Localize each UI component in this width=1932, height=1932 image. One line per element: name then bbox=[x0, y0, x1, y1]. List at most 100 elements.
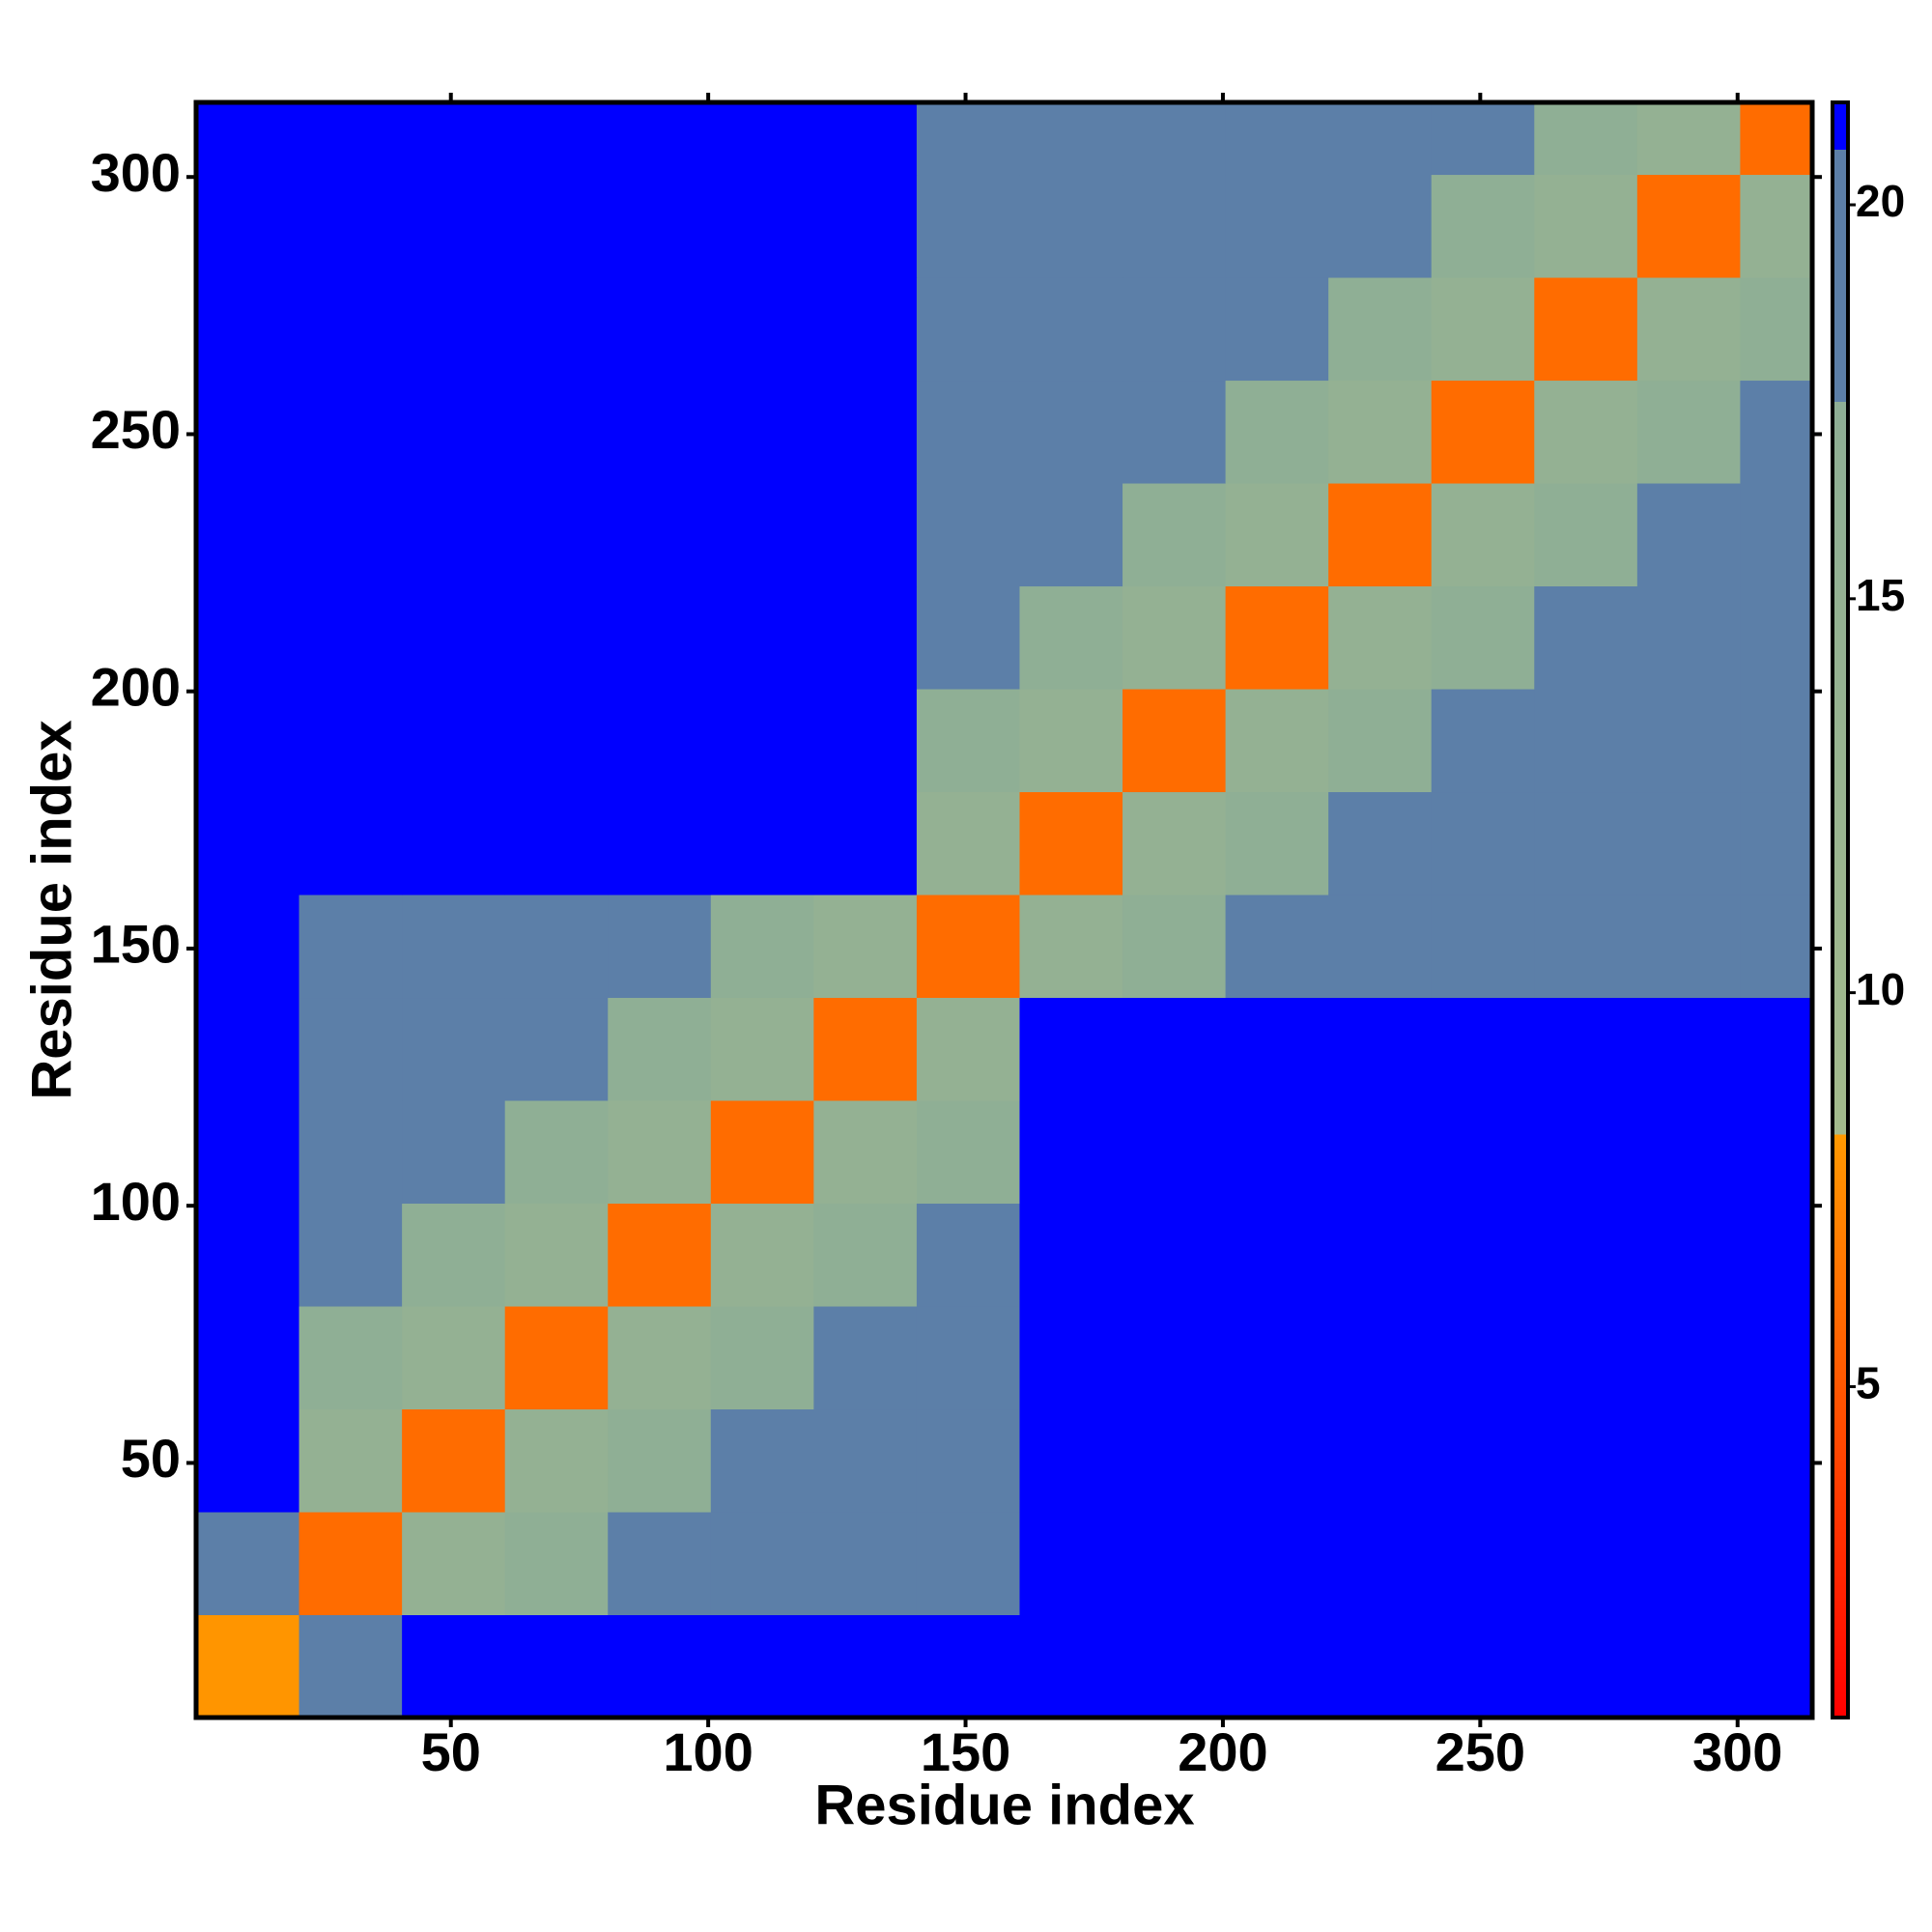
colorbar-tick-label: 20 bbox=[1856, 176, 1905, 226]
heatmap-cell bbox=[1019, 895, 1123, 999]
heatmap-cell bbox=[813, 1203, 918, 1307]
heatmap-cell bbox=[608, 1100, 712, 1205]
heatmap-cell bbox=[1328, 895, 1433, 999]
heatmap-cell bbox=[1019, 380, 1123, 484]
heatmap-cell bbox=[1740, 483, 1813, 587]
heatmap-cell bbox=[298, 102, 403, 176]
heatmap-cell bbox=[1431, 895, 1535, 999]
heatmap-cell bbox=[1740, 1614, 1813, 1719]
heatmap-cell bbox=[1534, 689, 1638, 793]
heatmap-cell bbox=[1328, 1100, 1433, 1205]
heatmap-cell bbox=[298, 1614, 403, 1719]
heatmap-cell bbox=[1122, 380, 1227, 484]
heatmap-cell bbox=[402, 1203, 506, 1307]
heatmap-cell bbox=[1740, 1306, 1813, 1410]
heatmap-cell bbox=[298, 1306, 403, 1410]
heatmap-cell bbox=[1019, 1408, 1123, 1513]
heatmap-cell bbox=[710, 1306, 814, 1410]
heatmap-cell bbox=[402, 102, 506, 176]
heatmap-cell bbox=[504, 102, 609, 176]
heatmap-cell bbox=[298, 380, 403, 484]
heatmap-cell bbox=[1225, 277, 1329, 382]
heatmap-cell bbox=[504, 174, 609, 278]
heatmap-cell bbox=[1225, 483, 1329, 587]
heatmap-cell bbox=[916, 1614, 1020, 1719]
heatmap-cell bbox=[710, 483, 814, 587]
heatmap-cell bbox=[1431, 102, 1535, 176]
heatmap-cell bbox=[504, 277, 609, 382]
heatmap-cell bbox=[298, 1203, 403, 1307]
heatmap-cell bbox=[196, 174, 300, 278]
y-tick-label: 200 bbox=[91, 656, 181, 717]
heatmap-cell bbox=[608, 1306, 712, 1410]
heatmap-cell bbox=[504, 1512, 609, 1616]
heatmap-cell bbox=[813, 102, 918, 176]
heatmap-cell bbox=[1431, 689, 1535, 793]
heatmap-cell bbox=[504, 1306, 609, 1410]
heatmap-cell bbox=[710, 380, 814, 484]
heatmap-cell bbox=[1019, 1306, 1123, 1410]
heatmap-cell bbox=[916, 1100, 1020, 1205]
heatmap-cell bbox=[1534, 380, 1638, 484]
heatmap-cell bbox=[1431, 1100, 1535, 1205]
heatmap-cell bbox=[196, 585, 300, 690]
heatmap-cell bbox=[1534, 1100, 1638, 1205]
heatmap-cell bbox=[1122, 102, 1227, 176]
heatmap-cell bbox=[402, 1614, 506, 1719]
heatmap-cell bbox=[710, 997, 814, 1101]
heatmap-cell bbox=[298, 277, 403, 382]
heatmap-cell bbox=[196, 1203, 300, 1307]
heatmap-cell bbox=[1328, 997, 1433, 1101]
heatmap-cell bbox=[710, 1512, 814, 1616]
heatmap-cell bbox=[298, 483, 403, 587]
heatmap-cell bbox=[1328, 1408, 1433, 1513]
heatmap-cell bbox=[1431, 380, 1535, 484]
x-tick-label: 50 bbox=[421, 1721, 481, 1782]
heatmap-cell bbox=[1431, 174, 1535, 278]
heatmap-cell bbox=[402, 174, 506, 278]
heatmap-cell bbox=[1225, 174, 1329, 278]
heatmap-cell bbox=[298, 1100, 403, 1205]
heatmap-cell bbox=[196, 1306, 300, 1410]
heatmap-cell bbox=[196, 689, 300, 793]
heatmap-cell bbox=[916, 1203, 1020, 1307]
heatmap-cell bbox=[1636, 895, 1741, 999]
heatmap-cell bbox=[813, 1306, 918, 1410]
heatmap-cell bbox=[1534, 102, 1638, 176]
heatmap-cell bbox=[1534, 277, 1638, 382]
heatmap-cell bbox=[1019, 174, 1123, 278]
heatmap-cell bbox=[608, 791, 712, 895]
heatmap-cell bbox=[196, 895, 300, 999]
heatmap-cell bbox=[504, 483, 609, 587]
heatmap-cell bbox=[1019, 483, 1123, 587]
heatmap-cell bbox=[710, 689, 814, 793]
heatmap-cell bbox=[1122, 1100, 1227, 1205]
heatmap-cell bbox=[402, 997, 506, 1101]
heatmap-cell bbox=[196, 277, 300, 382]
heatmap-cell bbox=[813, 277, 918, 382]
y-tick-label: 300 bbox=[91, 142, 181, 203]
heatmap-cell bbox=[1225, 1306, 1329, 1410]
heatmap-cell bbox=[504, 1614, 609, 1719]
heatmap-cell bbox=[1328, 380, 1433, 484]
heatmap-cell bbox=[1019, 791, 1123, 895]
heatmap-cell bbox=[1534, 585, 1638, 690]
heatmap-cell bbox=[1225, 380, 1329, 484]
heatmap-cell bbox=[1534, 997, 1638, 1101]
heatmap-cell bbox=[1636, 174, 1741, 278]
heatmap-cell bbox=[1122, 689, 1227, 793]
heatmap-cell bbox=[196, 1614, 300, 1719]
heatmap-cell bbox=[196, 791, 300, 895]
heatmap-cell bbox=[1534, 1408, 1638, 1513]
heatmap-cell bbox=[916, 1512, 1020, 1616]
heatmap-cell bbox=[1636, 1408, 1741, 1513]
heatmap-cell bbox=[1328, 1203, 1433, 1307]
heatmap-cell bbox=[608, 174, 712, 278]
heatmap-cell bbox=[1122, 1512, 1227, 1616]
heatmap-cell bbox=[1636, 997, 1741, 1101]
heatmap-cell bbox=[1122, 1203, 1227, 1307]
heatmap-cell bbox=[916, 1306, 1020, 1410]
heatmap-cell bbox=[402, 791, 506, 895]
heatmap-cell bbox=[1431, 1512, 1535, 1616]
heatmap-cell bbox=[813, 895, 918, 999]
